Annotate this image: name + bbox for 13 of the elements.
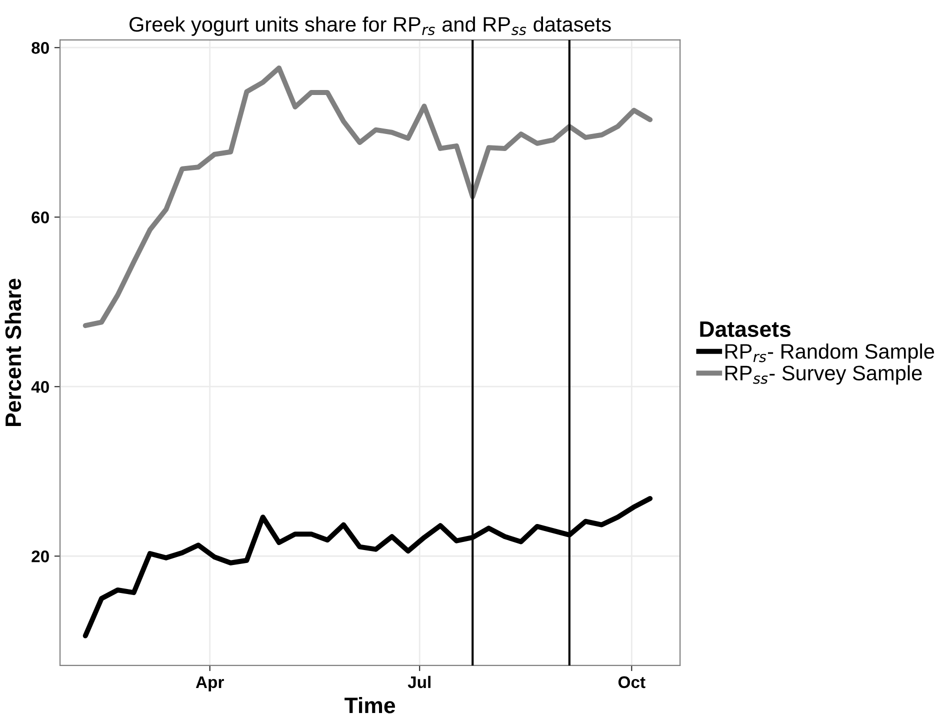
y-tick-label: 60 (32, 212, 49, 224)
y-axis-title: Percent Share (4, 278, 22, 426)
legend-label: RP$_{rs}$- Random Sample (725, 343, 934, 363)
x-axis-title: Time (344, 696, 396, 714)
legend-title: Datasets (700, 322, 790, 338)
y-tick-label: 40 (31, 381, 49, 393)
x-tick-label: Oct (618, 676, 646, 688)
legend-label: RP$_{ss}$- Survey Sample (725, 365, 922, 385)
y-tick-label: 20 (32, 550, 49, 562)
y-tick-label: 80 (32, 42, 49, 54)
x-tick-label: Apr (196, 676, 224, 692)
chart-title: Greek yogurt units share for RP$_{rs}$ and RP$_{ss}$ datasets (130, 16, 611, 36)
x-tick-label: Jul (408, 676, 430, 688)
